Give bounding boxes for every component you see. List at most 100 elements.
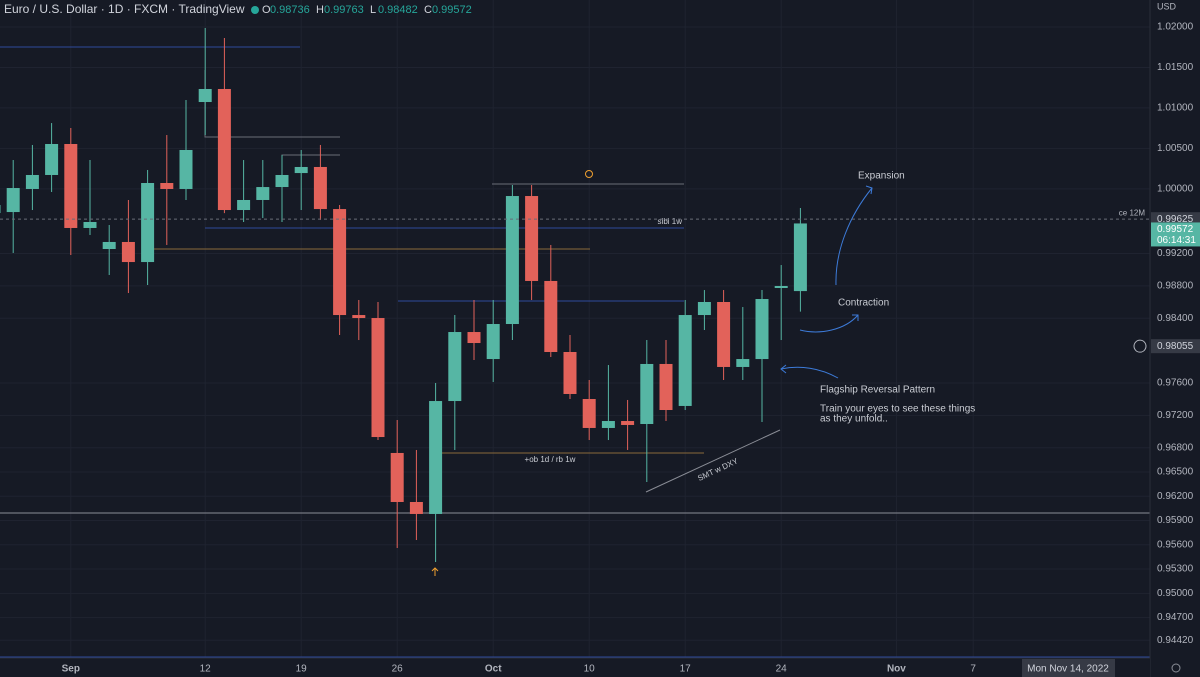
axis-labels: 1.02000 1.01500 1.01000 1.00500 1.00000 0.992… bbox=[62, 22, 1194, 675]
y-tick-label: 0.97600 bbox=[1157, 378, 1194, 389]
candle-body bbox=[659, 363, 673, 411]
y-tick-label: 0.97200 bbox=[1157, 410, 1194, 421]
ohlc-label: C bbox=[424, 4, 432, 16]
candle-body bbox=[179, 149, 193, 189]
y-tick-label: 1.01500 bbox=[1157, 62, 1194, 73]
candle-body bbox=[313, 166, 327, 210]
candle-body bbox=[294, 166, 308, 174]
ohlc-value: 0.98482 bbox=[378, 4, 418, 16]
candle-body bbox=[486, 324, 500, 360]
candle-body bbox=[121, 241, 135, 263]
candle-body bbox=[448, 332, 462, 402]
ohlc-value: 0.99763 bbox=[324, 4, 364, 16]
annotation: +ob 1d / rb 1w bbox=[525, 455, 576, 464]
y-tick-label: 0.94420 bbox=[1157, 635, 1194, 646]
arrow-head bbox=[865, 185, 873, 195]
candle-body bbox=[429, 401, 443, 514]
y-tick-label: 0.96800 bbox=[1157, 442, 1194, 453]
x-tick-label: 26 bbox=[392, 664, 404, 675]
candle-body bbox=[217, 88, 231, 211]
x-tick-label: 10 bbox=[584, 664, 596, 675]
ohlc-label: H bbox=[316, 4, 324, 16]
annotation: Flagship Reversal Pattern bbox=[820, 385, 935, 396]
y-tick-label: 0.95000 bbox=[1157, 588, 1194, 599]
header-title: Euro / U.S. Dollar · 1D · FXCM · Trading… bbox=[4, 2, 245, 16]
ohlc-readout: O 0.98736 H 0.99763 L 0.98482 C 0.99572 bbox=[262, 4, 472, 16]
bulb-icon bbox=[585, 170, 593, 178]
ohlc-value: 0.99572 bbox=[432, 4, 472, 16]
candle-body bbox=[141, 182, 155, 263]
y-tick-label: 1.00000 bbox=[1157, 183, 1194, 194]
price-axis bbox=[1150, 0, 1200, 677]
candle-body bbox=[505, 196, 519, 325]
arrow bbox=[835, 187, 873, 286]
candle-body bbox=[198, 88, 212, 103]
arrow bbox=[799, 314, 859, 333]
candle-body bbox=[621, 421, 635, 425]
add-alert-icon[interactable] bbox=[1133, 339, 1147, 353]
y-tick-label: 0.94700 bbox=[1157, 612, 1194, 623]
candle-body bbox=[237, 199, 251, 211]
x-tick-label: 7 bbox=[970, 664, 976, 675]
candle-body bbox=[0, 205, 1, 214]
candle-body bbox=[102, 241, 116, 250]
candle-body bbox=[525, 196, 539, 281]
x-tick-label: Sep bbox=[62, 664, 80, 675]
y-tick-label: 0.98800 bbox=[1157, 281, 1194, 292]
status-dot bbox=[251, 6, 259, 14]
marker-arrow bbox=[431, 567, 439, 576]
y-tick-label: 0.99200 bbox=[1157, 248, 1194, 259]
time-axis bbox=[0, 658, 1150, 677]
x-tick-label: 19 bbox=[296, 664, 308, 675]
crosshair-date: Mon Nov 14, 2022 bbox=[1027, 664, 1109, 675]
candle-body bbox=[409, 501, 423, 514]
arrow bbox=[780, 366, 839, 379]
candle-body bbox=[793, 223, 807, 292]
candle-body bbox=[774, 285, 788, 289]
x-tick-label: 12 bbox=[200, 664, 212, 675]
arrow-head bbox=[852, 314, 859, 321]
candle-body bbox=[83, 221, 97, 228]
candle-body bbox=[563, 352, 577, 394]
y-tick-label: 0.95900 bbox=[1157, 515, 1194, 526]
candle-body bbox=[64, 144, 78, 228]
y-tick-label: 1.00500 bbox=[1157, 143, 1194, 154]
candle-body bbox=[717, 302, 731, 367]
y-tick-label: 0.95600 bbox=[1157, 539, 1194, 550]
candle-body bbox=[736, 359, 750, 367]
annotation: as they unfold.. bbox=[820, 414, 888, 425]
drawn-line bbox=[645, 429, 781, 493]
crosshair-price: 0.98055 bbox=[1157, 341, 1194, 352]
level-price: 0.99625 bbox=[1157, 214, 1194, 225]
candle-body bbox=[160, 182, 174, 189]
candle-body bbox=[390, 452, 404, 502]
annotation: sibi 1w bbox=[658, 217, 683, 226]
candle-body bbox=[697, 302, 711, 316]
candle-body bbox=[640, 363, 654, 425]
y-tick-label: 0.98400 bbox=[1157, 313, 1194, 324]
candle-body bbox=[755, 299, 769, 360]
ohlc-label: O bbox=[262, 4, 271, 16]
candle-body bbox=[678, 315, 692, 406]
candle-body bbox=[275, 174, 289, 188]
y-tick-label: 1.02000 bbox=[1157, 22, 1194, 33]
x-tick-label: Oct bbox=[485, 664, 502, 675]
candle-body bbox=[601, 421, 615, 428]
candle-body bbox=[467, 332, 481, 344]
candles bbox=[0, 27, 807, 563]
level-label: ce 12M bbox=[1119, 208, 1146, 217]
price-tag-value: 0.99572 bbox=[1157, 224, 1194, 235]
y-tick-label: 0.96200 bbox=[1157, 491, 1194, 502]
settings-icon[interactable] bbox=[1171, 663, 1181, 673]
annotation: Contraction bbox=[838, 298, 889, 309]
countdown: 06:14:31 bbox=[1157, 235, 1196, 246]
candle-body bbox=[25, 174, 39, 189]
price-tag bbox=[1151, 222, 1200, 247]
candle-body bbox=[6, 188, 20, 213]
annotation: Expansion bbox=[858, 171, 905, 182]
level-tag bbox=[1151, 212, 1200, 226]
candle-body bbox=[371, 318, 385, 438]
candle-body bbox=[352, 315, 366, 319]
